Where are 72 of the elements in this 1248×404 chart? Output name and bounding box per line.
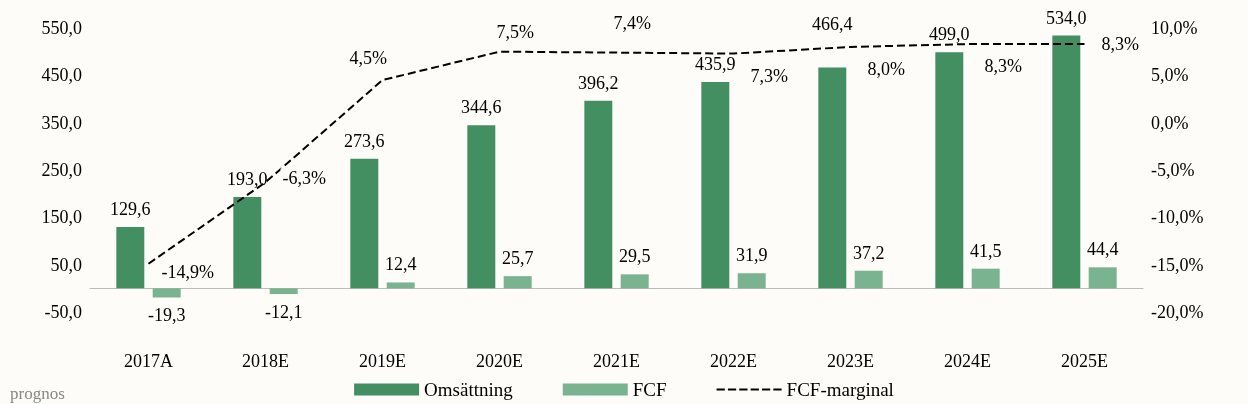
bar [152, 288, 181, 298]
data-label: 344,6 [461, 97, 502, 118]
bar [935, 52, 964, 289]
data-label: 8,3% [1101, 34, 1139, 55]
x-tick-label: 2025E [1061, 351, 1108, 371]
y2-tick-label: -10,0% [1151, 207, 1204, 228]
data-label: 7,3% [750, 65, 788, 86]
data-label: 129,6 [110, 198, 151, 219]
bar [503, 276, 532, 289]
y2-tick-label: -15,0% [1151, 254, 1204, 275]
data-label: 273,6 [344, 130, 385, 151]
y2-tick-label: -5,0% [1151, 160, 1195, 180]
bar [818, 67, 847, 289]
data-label: 12,4 [384, 254, 417, 275]
data-label: 41,5 [969, 240, 1002, 261]
y2-tick-label: 5,0% [1151, 65, 1189, 86]
bar [467, 125, 496, 289]
data-label: -19,3 [147, 305, 186, 326]
data-label: 44,4 [1086, 239, 1119, 260]
y2-tick-label: -20,0% [1151, 302, 1204, 322]
data-label: 4,5% [349, 48, 387, 69]
data-label: -14,9% [161, 261, 214, 282]
x-tick-label: 2022E [710, 351, 757, 371]
y-tick-label: 250,0 [41, 160, 82, 180]
data-label: 7,4% [613, 12, 651, 33]
x-tick-label: 2020E [476, 351, 523, 371]
y2-tick-label: 10,0% [1151, 18, 1198, 38]
bar [620, 274, 649, 289]
bar [350, 158, 379, 289]
data-label: 8,0% [867, 58, 905, 79]
bar [584, 100, 613, 289]
bar [269, 288, 298, 295]
data-label: 193,0 [227, 168, 268, 189]
legend-label: Omsättning [424, 379, 514, 400]
y-tick-label: 550,0 [41, 18, 82, 38]
x-tick-label: 2023E [827, 351, 874, 371]
x-tick-label: 2017A [124, 351, 173, 371]
bar [116, 226, 145, 289]
x-tick-label: 2018E [242, 351, 289, 371]
data-label: 466,4 [812, 13, 853, 34]
y-tick-label: 350,0 [41, 112, 82, 133]
data-label: -12,1 [264, 302, 303, 323]
data-label: 499,0 [929, 24, 970, 45]
data-label: 37,2 [852, 242, 885, 263]
data-label: -6,3% [282, 168, 326, 189]
x-tick-label: 2024E [944, 351, 991, 371]
data-label: 31,9 [735, 245, 768, 266]
data-label: 7,5% [496, 21, 534, 42]
bar [737, 273, 766, 289]
data-label: 534,0 [1046, 7, 1087, 28]
x-tick-label: 2019E [359, 351, 406, 371]
data-label: 435,9 [695, 54, 736, 75]
y-tick-label: 450,0 [41, 65, 82, 86]
bar [233, 196, 262, 289]
bar [701, 82, 730, 289]
bar [386, 282, 415, 289]
y-tick-label: 50,0 [50, 254, 82, 275]
data-label: 29,5 [618, 246, 651, 267]
y-tick-label: -50,0 [44, 302, 82, 322]
text: prognos [10, 384, 65, 403]
data-label: 8,3% [984, 56, 1022, 77]
y2-tick-label: 0,0% [1151, 112, 1189, 133]
y-tick-label: 150,0 [41, 207, 82, 228]
legend-label: FCF [632, 379, 667, 400]
data-label: 396,2 [578, 72, 619, 93]
data-label: 25,7 [501, 248, 534, 269]
bar [1052, 35, 1081, 289]
legend-label: FCF-marginal [786, 379, 894, 400]
x-tick-label: 2021E [593, 351, 640, 371]
bar [854, 270, 883, 289]
bar [971, 268, 1000, 289]
bar [1088, 267, 1117, 289]
